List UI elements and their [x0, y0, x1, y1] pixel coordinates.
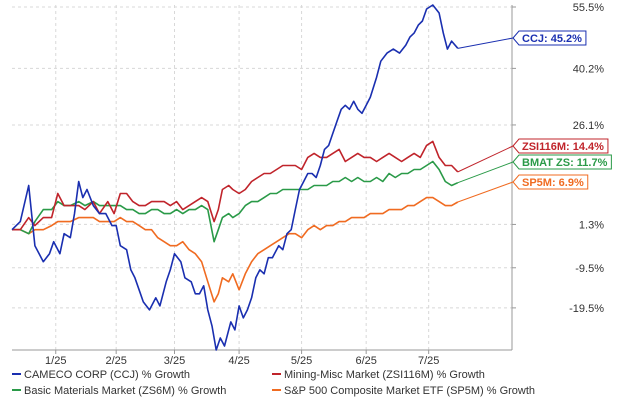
- tag-box: [512, 138, 609, 154]
- tag-connector: [457, 145, 514, 173]
- tag-connector: [457, 181, 514, 203]
- series-line-zsi116m: [12, 140, 459, 231]
- x-tick-label: 5/25: [291, 355, 312, 367]
- legend-item: S&P 500 Composite Market ETF (SP5M) % Gr…: [272, 385, 535, 397]
- tag-label: SP5M: 6.9%: [522, 177, 584, 189]
- tag-label: BMAT ZS: 11.7%: [522, 157, 608, 169]
- legend-label: S&P 500 Composite Market ETF (SP5M) % Gr…: [284, 385, 535, 397]
- x-tick-label: 3/25: [164, 355, 185, 367]
- legend: CAMECO CORP (CCJ) % Growth Mining-Misc Ma…: [12, 369, 535, 397]
- x-tick-label: 1/25: [45, 355, 66, 367]
- grid-lines: [12, 5, 512, 350]
- tag-box: [512, 174, 589, 190]
- tag-connector: [457, 37, 514, 49]
- legend-label: CAMECO CORP (CCJ) % Growth: [24, 369, 190, 381]
- y-axis-ticks: 55.5% 40.2% 26.1% 1.3% -9.5% -19.5%: [512, 2, 604, 315]
- series-line-sp5m: [12, 196, 459, 303]
- tag-box: [512, 30, 587, 46]
- legend-label: Mining-Misc Market (ZSI116M) % Growth: [284, 369, 485, 381]
- series-end-tag: ZSI116M: 14.4%: [457, 138, 609, 173]
- tag-connector: [457, 161, 514, 184]
- series-line-bmat-zs: [12, 160, 459, 243]
- y-tick-label: -9.5%: [575, 263, 604, 275]
- tag-label: ZSI116M: 14.4%: [522, 141, 604, 153]
- legend-item: CAMECO CORP (CCJ) % Growth: [12, 369, 190, 381]
- x-axis-ticks: 1/25 2/25 3/25 4/25 5/25 6/25 7/25: [45, 350, 439, 367]
- y-tick-label: 40.2%: [573, 63, 604, 75]
- x-tick-label: 2/25: [105, 355, 126, 367]
- legend-item: Basic Materials Market (ZS6M) % Growth: [12, 385, 226, 397]
- x-tick-label: 6/25: [355, 355, 376, 367]
- y-tick-label: -19.5%: [569, 303, 604, 315]
- legend-item: Mining-Misc Market (ZSI116M) % Growth: [272, 369, 485, 381]
- y-tick-label: 55.5%: [573, 2, 604, 14]
- series-end-tag: CCJ: 45.2%: [457, 30, 587, 49]
- series-end-tag: SP5M: 6.9%: [457, 174, 589, 203]
- tag-box: [512, 154, 612, 170]
- axes: [12, 5, 513, 351]
- series-lines: [11, 4, 459, 351]
- y-tick-label: 1.3%: [579, 219, 604, 231]
- series-end-tag: BMAT ZS: 11.7%: [457, 154, 612, 184]
- series-line-ccj: [11, 4, 459, 351]
- tag-label: CCJ: 45.2%: [522, 33, 582, 45]
- x-tick-label: 7/25: [418, 355, 439, 367]
- series-end-tags: CCJ: 45.2% ZSI116M: 14.4% BMAT ZS: 11.7% SP…: [457, 30, 612, 203]
- y-tick-label: 26.1%: [573, 120, 604, 132]
- x-tick-label: 4/25: [228, 355, 249, 367]
- legend-label: Basic Materials Market (ZS6M) % Growth: [24, 385, 226, 397]
